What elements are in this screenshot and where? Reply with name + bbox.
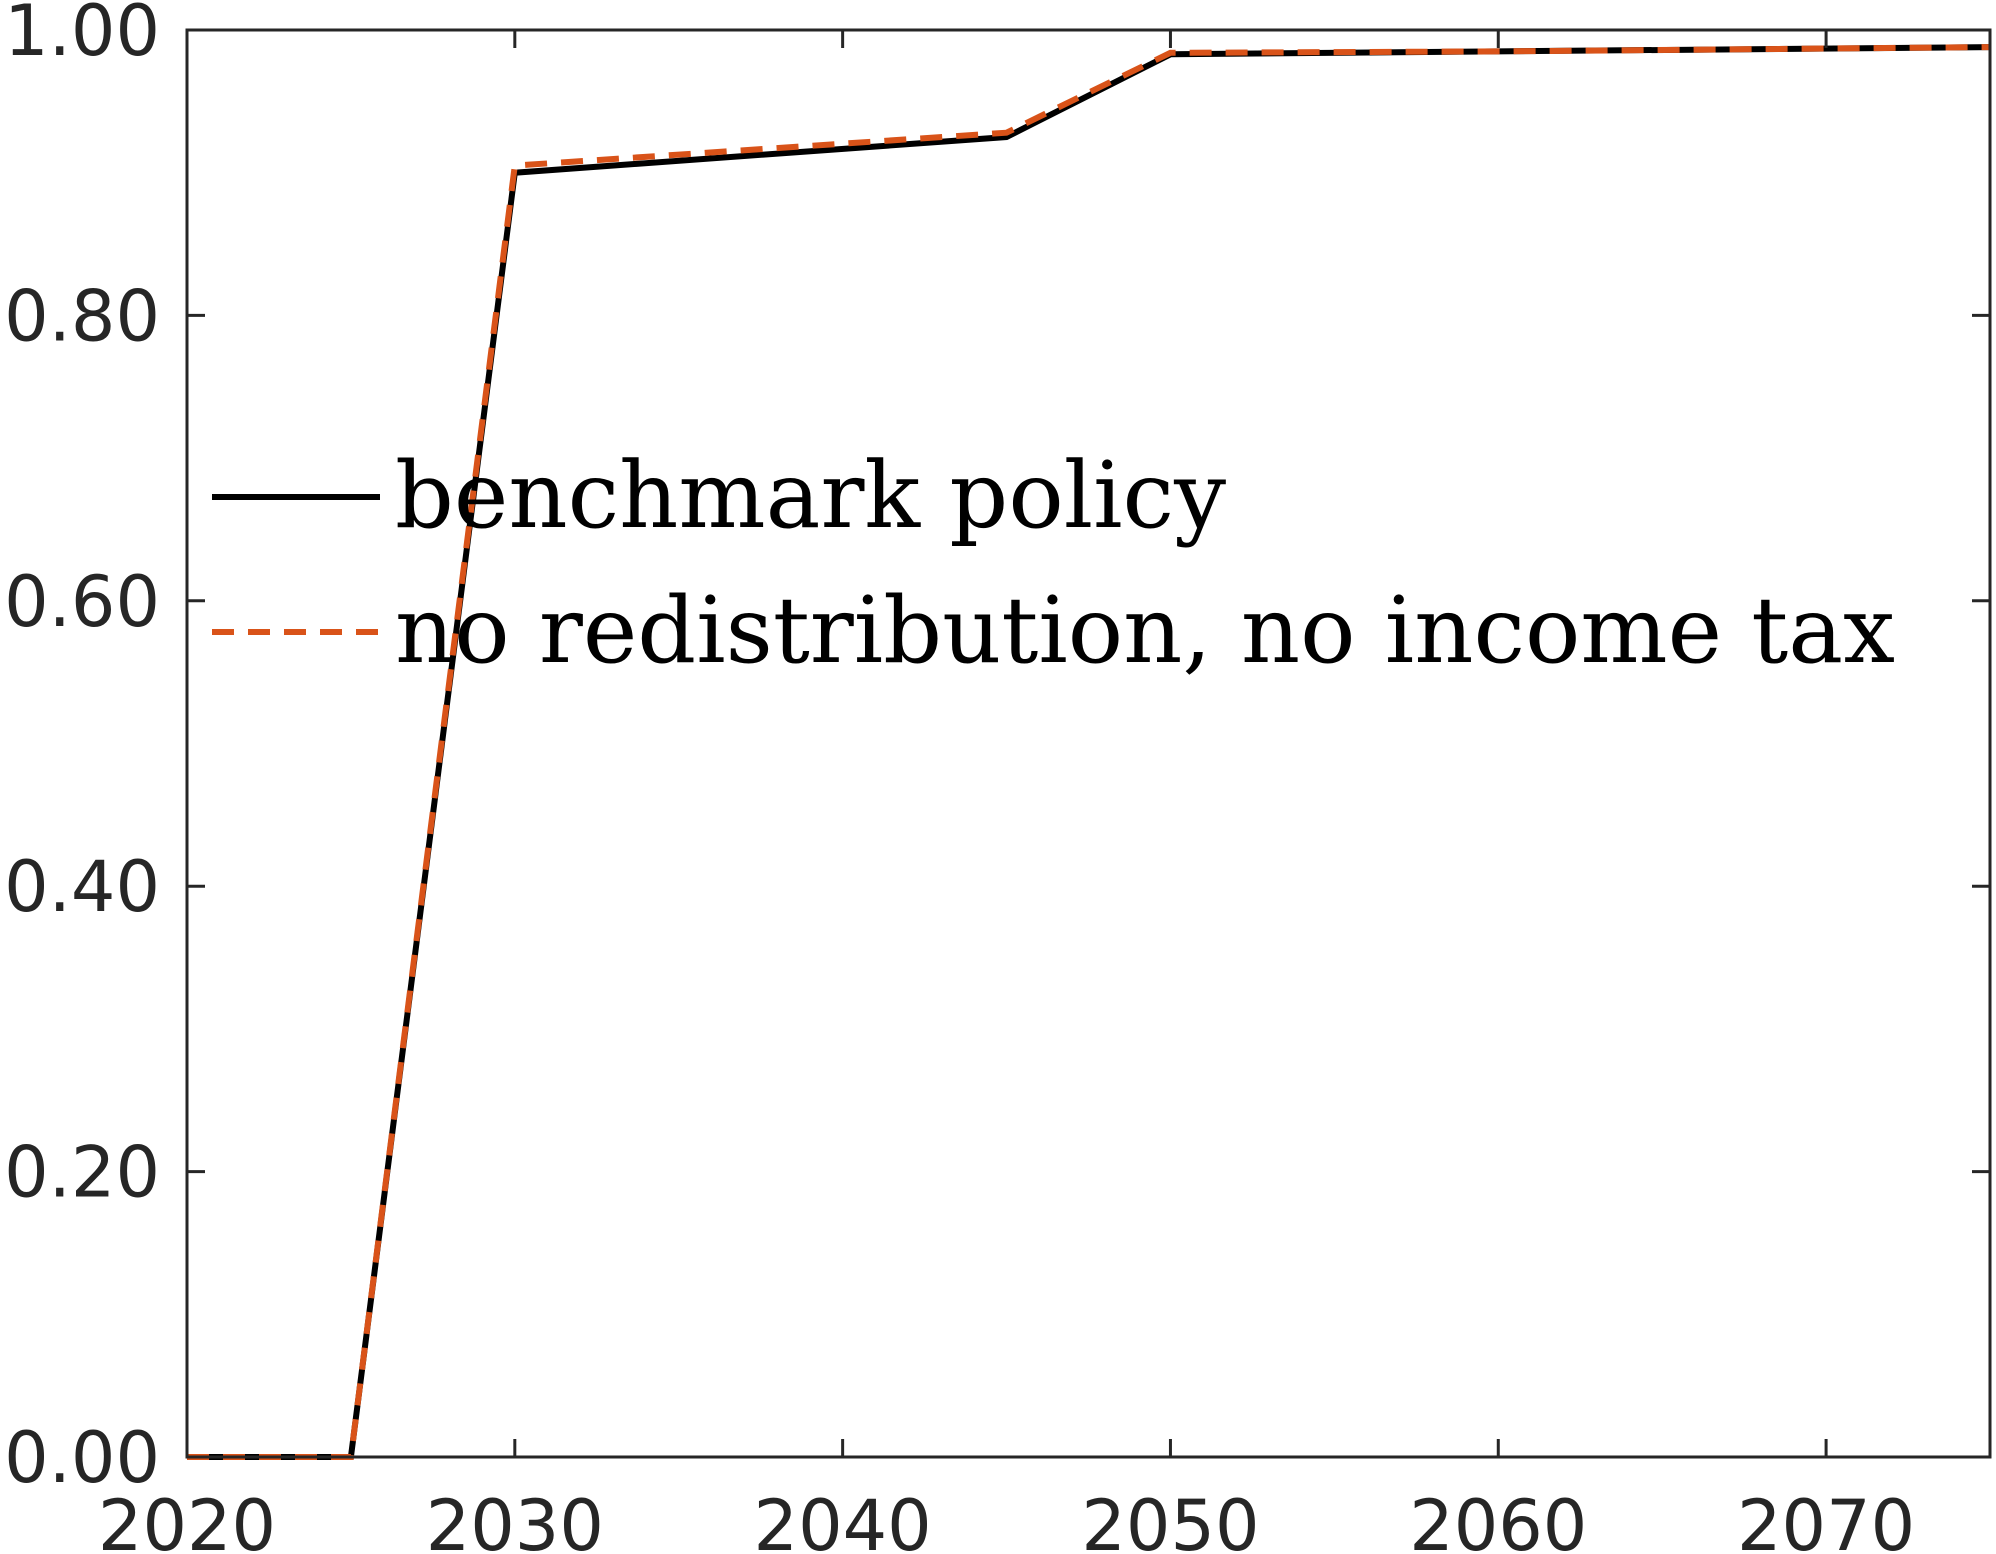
legend-label-benchmark: benchmark policy bbox=[395, 442, 1226, 549]
y-tick-label: 0.20 bbox=[4, 1132, 160, 1214]
x-tick-label: 2020 bbox=[98, 1485, 276, 1554]
y-tick-label: 0.00 bbox=[4, 1417, 160, 1499]
ticks-layer: 2020 2030 2040 2050 2060 2070 0.00 0.20 0.40 0.60… bbox=[4, 0, 1990, 1554]
y-tick-label: 0.80 bbox=[4, 275, 160, 357]
y-tick-label: 1.00 bbox=[4, 0, 160, 72]
legend-label-no-redistribution: no redistribution, no income tax bbox=[395, 577, 1895, 684]
plot-frame bbox=[185, 28, 1992, 1459]
x-tick-label: 2030 bbox=[426, 1485, 604, 1554]
y-tick-label: 0.40 bbox=[4, 846, 160, 928]
y-tick-label: 0.60 bbox=[4, 561, 160, 643]
x-tick-label: 2060 bbox=[1409, 1485, 1587, 1554]
x-tick-label: 2050 bbox=[1081, 1485, 1259, 1554]
legend: benchmark policy no redistribution, no i… bbox=[212, 442, 1895, 684]
x-tick-label: 2040 bbox=[754, 1485, 932, 1554]
x-tick-label: 2070 bbox=[1737, 1485, 1915, 1554]
